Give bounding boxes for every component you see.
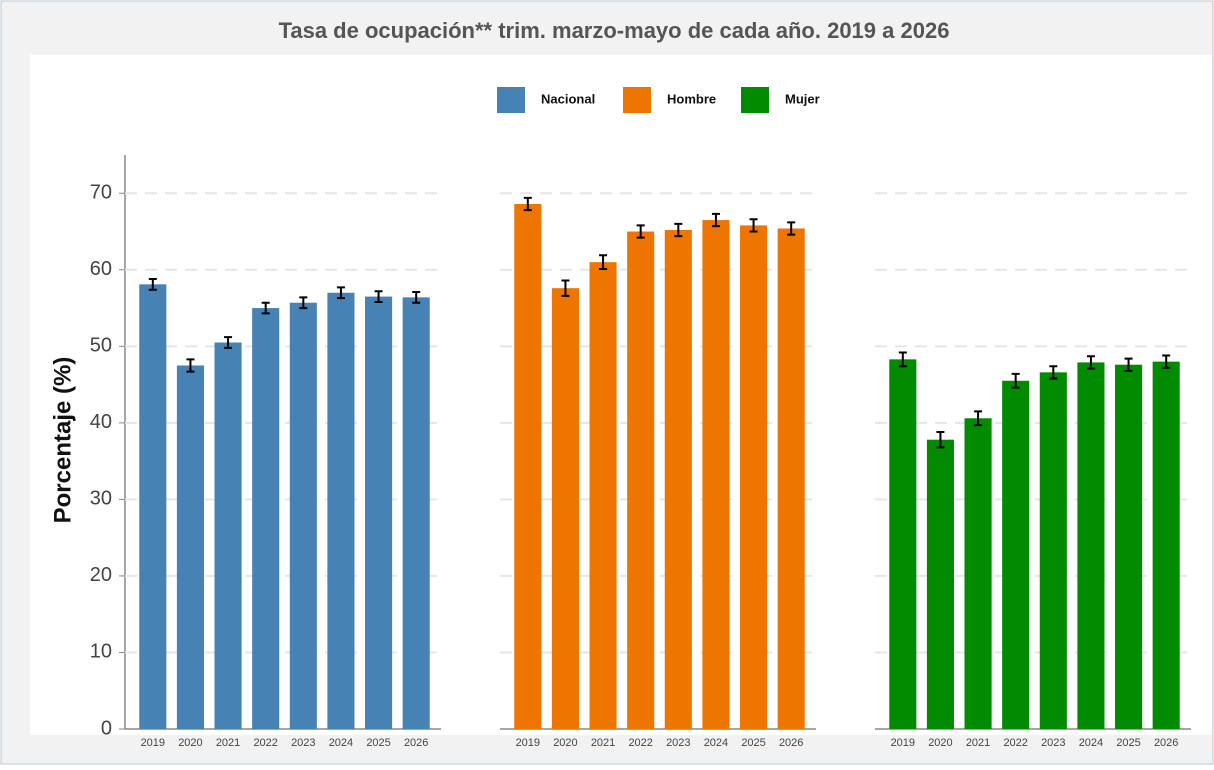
- x-tick-label: 2024: [704, 737, 728, 749]
- plot-background: [30, 55, 1212, 735]
- error-bar: [1086, 355, 1095, 370]
- error-bar: [674, 222, 683, 238]
- bar: [964, 418, 992, 729]
- bar: [1002, 380, 1030, 729]
- x-tick-label: 2024: [1079, 737, 1103, 749]
- x-tick-label: 2026: [779, 737, 803, 749]
- x-tick-label: 2021: [966, 737, 990, 749]
- error-bar: [299, 296, 308, 310]
- error-bar: [523, 196, 532, 212]
- legend-label: Hombre: [667, 91, 716, 106]
- error-bar: [1162, 354, 1171, 369]
- bar: [777, 228, 805, 730]
- x-tick-label: 2023: [666, 737, 690, 749]
- legend-swatch: [497, 87, 525, 113]
- error-bar: [599, 254, 608, 271]
- y-tick-label: 10: [90, 641, 112, 663]
- error-bar: [711, 212, 720, 228]
- x-tick-label: 2019: [891, 737, 915, 749]
- x-tick-label: 2020: [553, 737, 577, 749]
- x-tick-label: 2026: [404, 737, 428, 749]
- x-tick-label: 2024: [329, 737, 353, 749]
- y-tick-label: 0: [101, 717, 112, 739]
- y-tick-label: 30: [90, 488, 112, 510]
- x-tick-label: 2023: [291, 737, 315, 749]
- legend-label: Mujer: [785, 91, 820, 106]
- legend-label: Nacional: [541, 91, 595, 106]
- error-bar: [336, 286, 345, 300]
- bar: [1039, 372, 1067, 729]
- error-bar: [1124, 357, 1133, 372]
- bar: [514, 203, 542, 730]
- x-tick-label: 2023: [1041, 737, 1065, 749]
- bar: [176, 365, 204, 729]
- x-tick-label: 2021: [591, 737, 615, 749]
- bar: [702, 220, 730, 729]
- error-bar: [636, 224, 645, 239]
- bar: [252, 308, 280, 729]
- bar: [1077, 362, 1105, 729]
- error-bar: [749, 218, 758, 233]
- x-tick-label: 2026: [1154, 737, 1178, 749]
- legend-swatch: [623, 87, 651, 113]
- bar: [214, 342, 242, 729]
- bar: [402, 297, 430, 729]
- x-tick-label: 2019: [141, 737, 165, 749]
- error-bar: [186, 358, 195, 373]
- x-tick-label: 2021: [216, 737, 240, 749]
- y-tick-label: 70: [90, 182, 112, 204]
- error-bar: [974, 410, 983, 427]
- error-bar: [148, 277, 157, 291]
- error-bar: [561, 279, 570, 297]
- x-tick-label: 2025: [1116, 737, 1140, 749]
- bar: [139, 284, 167, 729]
- error-bar: [936, 431, 945, 449]
- bar: [926, 439, 954, 729]
- error-bar: [1011, 372, 1020, 389]
- bar: [365, 296, 393, 729]
- chart-title: Tasa de ocupación** trim. marzo-mayo de …: [279, 18, 950, 43]
- bar: [889, 359, 917, 729]
- y-tick-label: 60: [90, 258, 112, 280]
- error-bar: [412, 290, 421, 304]
- x-tick-label: 2022: [253, 737, 277, 749]
- bar: [740, 225, 768, 730]
- x-tick-label: 2020: [928, 737, 952, 749]
- y-tick-label: 20: [90, 564, 112, 586]
- x-tick-label: 2019: [516, 737, 540, 749]
- bar: [289, 302, 317, 729]
- y-tick-label: 50: [90, 335, 112, 357]
- error-bar: [787, 221, 796, 236]
- bar: [589, 262, 617, 729]
- legend-swatch: [741, 87, 769, 113]
- x-tick-label: 2025: [366, 737, 390, 749]
- error-bar: [261, 301, 270, 315]
- x-tick-label: 2025: [741, 737, 765, 749]
- error-bar: [224, 336, 233, 349]
- error-bar: [1049, 365, 1058, 380]
- x-tick-label: 2022: [1003, 737, 1027, 749]
- bar: [327, 292, 355, 729]
- bar: [627, 231, 655, 730]
- x-tick-label: 2020: [178, 737, 202, 749]
- y-tick-label: 40: [90, 411, 112, 433]
- error-bar: [374, 290, 383, 303]
- y-axis-label: Porcentaje (%): [49, 357, 76, 524]
- x-tick-label: 2022: [628, 737, 652, 749]
- bar: [551, 288, 579, 729]
- bar: [1152, 361, 1180, 729]
- bar: [664, 230, 692, 729]
- error-bar: [898, 351, 907, 368]
- bar: [1115, 364, 1143, 729]
